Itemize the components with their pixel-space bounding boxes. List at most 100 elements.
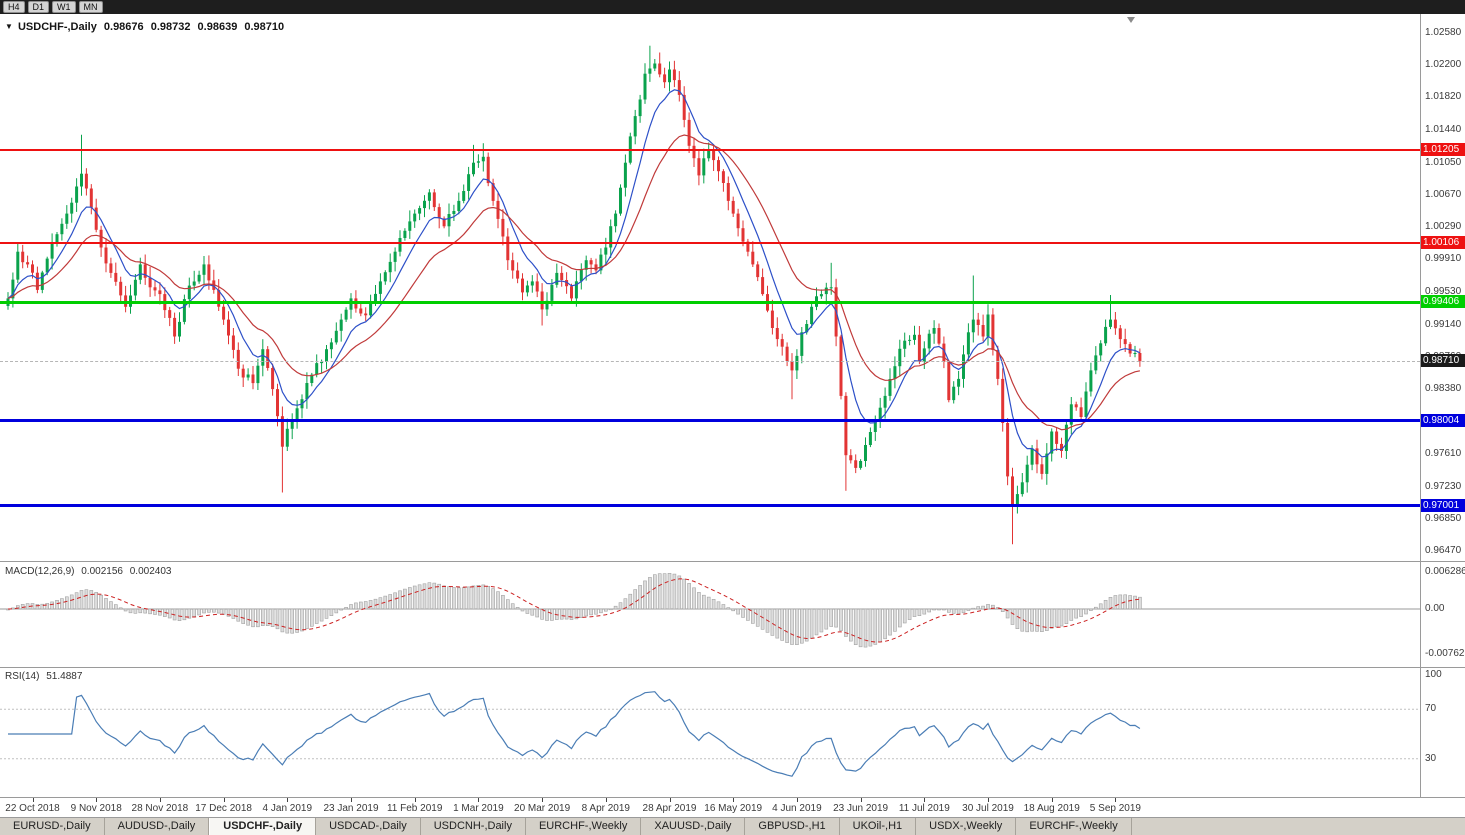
date-tick [223,798,225,802]
price-level-badge: 0.98004 [1421,413,1465,427]
quote-open: 0.98676 [103,21,144,33]
date-label: 8 Apr 2019 [581,803,630,814]
level-line-1-00106[interactable] [0,241,1420,244]
tab-usdx-weekly[interactable]: USDX-,Weekly [916,818,1017,835]
current-price-badge: 0.98710 [1421,354,1465,368]
rsi-indicator-label: RSI(14) 51.4887 [5,671,82,682]
chart-symbol-label: USDCHF-,Daily [17,21,97,33]
macd-indicator-label: MACD(12,26,9) 0.002156 0.002403 [5,566,171,577]
date-tick [796,798,798,802]
price-axis-label: 0.99530 [1425,285,1462,297]
period-button-w1[interactable]: W1 [52,1,76,13]
chart-tab-bar: EURUSD-,Daily AUDUSD-,Daily USDCHF-,Daily U… [0,817,1465,835]
tab-usdchf-daily[interactable]: USDCHF-,Daily [209,818,317,835]
date-tick [159,798,161,802]
price-axis-separator [1420,14,1421,797]
date-tick [32,798,34,802]
price-axis-label: 1.01050 [1425,156,1462,168]
period-button-mn[interactable]: MN [78,1,103,13]
price-axis-label: 1.02580 [1425,27,1462,38]
tab-usdcnh-daily[interactable]: USDCNH-,Daily [421,818,526,835]
date-label: 28 Nov 2018 [131,803,189,814]
timeframe-toolbar: H4 D1 W1 MN [0,0,1465,14]
date-label: 23 Jun 2019 [833,803,889,814]
date-tick [924,798,926,802]
price-axis-label: 0.99910 [1425,253,1462,265]
tab-gbpusd-h1[interactable]: GBPUSD-,H1 [745,818,840,835]
level-line-0-98004[interactable] [0,419,1420,423]
date-axis-separator [0,797,1465,798]
level-line-0-99406[interactable] [0,300,1420,304]
price-level-badge: 1.00106 [1421,235,1465,249]
price-axis-label: 0.97610 [1425,448,1462,460]
chart-shift-marker-icon[interactable] [1127,17,1135,23]
macd-value-main: 0.002156 [81,566,123,577]
date-label: 17 Dec 2018 [195,803,252,814]
date-tick [733,798,735,802]
quote-high: 0.98732 [150,21,191,33]
macd-value-signal: 0.002403 [129,566,172,577]
date-tick [542,798,544,802]
macd-name: MACD(12,26,9) [5,566,75,577]
price-axis-label: 0.99140 [1425,318,1462,330]
date-tick [669,798,671,802]
level-line-1-01205[interactable] [0,148,1420,151]
current-price-line [0,361,1420,363]
price-level-badge: 0.99406 [1421,295,1465,309]
price-axis-label: 0.96470 [1425,545,1462,556]
period-button-d1[interactable]: D1 [27,1,50,13]
date-label: 1 Mar 2019 [453,803,504,814]
date-tick [1115,798,1117,802]
date-tick [1051,798,1053,802]
date-label: 16 May 2019 [704,803,763,814]
date-tick [287,798,289,802]
price-axis-label: 0.97230 [1425,480,1462,492]
date-label: 30 Jul 2019 [962,803,1014,814]
tab-eurchf-weekly[interactable]: EURCHF-,Weekly [1016,818,1132,835]
price-axis-label: 1.00670 [1425,188,1462,200]
price-axis[interactable]: 1.02580 1.02200 1.01820 1.01440 1.01050 1.006… [1421,0,1465,797]
rsi-axis-label: 70 [1425,703,1437,715]
macd-axis-label: -0.00762 [1425,648,1465,660]
date-tick [860,798,862,802]
tab-xauusd-daily[interactable]: XAUUSD-,Daily [641,818,746,835]
tab-eurusd-daily[interactable]: EURUSD-,Daily [0,818,105,835]
date-tick [605,798,607,802]
quote-low: 0.98639 [197,21,238,33]
period-button-h4[interactable]: H4 [3,1,25,13]
price-axis-label: 1.02200 [1425,59,1462,71]
quote-toggle-icon[interactable]: ▼ [5,22,13,31]
rsi-value: 51.4887 [46,671,83,682]
price-axis-label: 1.00290 [1425,221,1462,233]
price-axis-label: 0.96850 [1425,512,1462,524]
date-label: 22 Oct 2018 [5,803,60,814]
rsi-panel-separator[interactable] [0,667,1465,668]
price-level-badge: 1.01205 [1421,142,1465,156]
tab-usdcad-daily[interactable]: USDCAD-,Daily [316,818,421,835]
macd-axis-label: 0.006286 [1425,565,1465,577]
date-axis[interactable]: 22 Oct 2018 9 Nov 2018 28 Nov 2018 17 Dec 2… [0,797,1465,817]
tab-eurchf-weekly[interactable]: EURCHF-,Weekly [526,818,642,835]
date-label: 11 Feb 2019 [386,803,443,814]
date-label: 28 Apr 2019 [642,803,697,814]
date-tick [478,798,480,802]
date-label: 4 Jun 2019 [772,803,822,814]
date-tick [414,798,416,802]
date-label: 18 Aug 2019 [1023,803,1080,814]
price-axis-label: 0.98380 [1425,383,1462,395]
macd-panel-separator[interactable] [0,561,1465,562]
tab-audusd-daily[interactable]: AUDUSD-,Daily [105,818,210,835]
level-line-0-97001[interactable] [0,504,1420,508]
chart-overlay-lines [0,148,1420,508]
date-label: 11 Jul 2019 [898,803,950,814]
price-axis-label: 1.01440 [1425,123,1462,135]
date-label: 23 Jan 2019 [323,803,379,814]
chart-title: ▼ USDCHF-,Daily 0.98676 0.98732 0.98639 … [5,21,284,33]
date-tick [96,798,98,802]
tab-ukoil-h1[interactable]: UKOil-,H1 [840,818,917,835]
date-label: 5 Sep 2019 [1089,803,1141,814]
date-label: 20 Mar 2019 [514,803,571,814]
rsi-axis-label: 30 [1425,752,1437,764]
date-tick [988,798,989,802]
